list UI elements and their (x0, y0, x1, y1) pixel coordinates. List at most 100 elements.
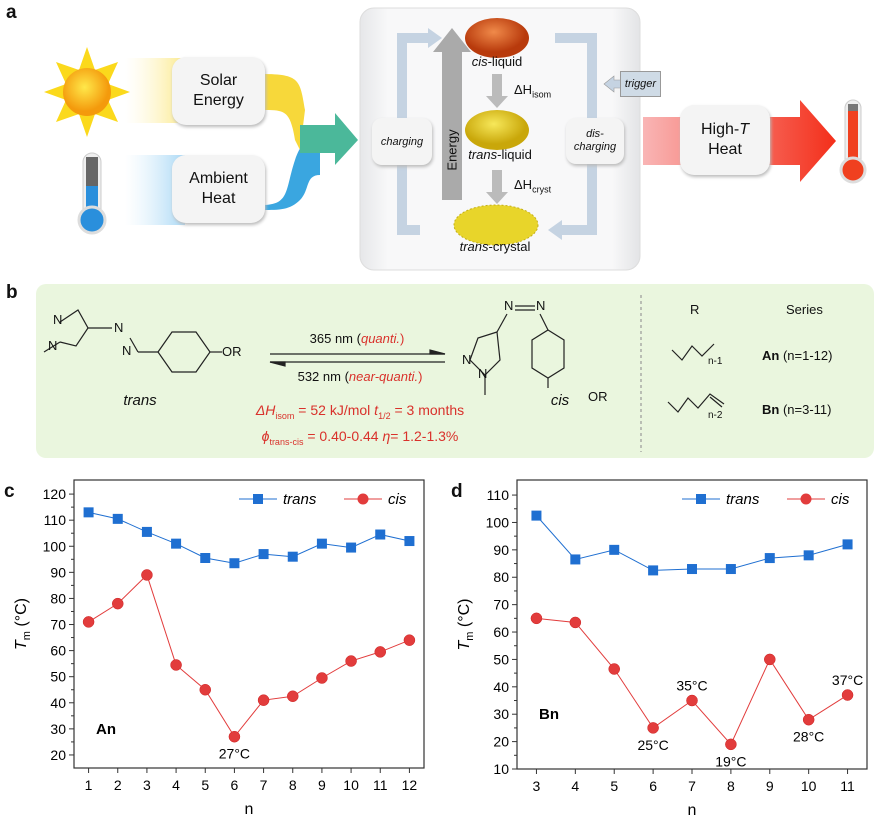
panel-label-a: a (6, 2, 17, 23)
data-point-cis (170, 659, 182, 671)
data-point-trans (229, 558, 240, 569)
discharging-label-2: charging (573, 141, 617, 153)
charging-box: charging (372, 118, 432, 165)
data-point-trans (687, 564, 697, 575)
data-point-trans (141, 526, 152, 537)
atom-n: N (114, 320, 124, 335)
atom-n: N (122, 343, 132, 358)
high-t-heat-box: High-T Heat (680, 105, 770, 175)
data-point-cis (345, 655, 357, 667)
dh-isom-label: ΔHisom (514, 82, 552, 100)
data-point-cis (686, 694, 698, 707)
atom-or: OR (222, 344, 242, 359)
legend-marker-trans (253, 494, 263, 504)
y-tick-label: 120 (43, 486, 67, 502)
panel-label-d: d (451, 481, 463, 502)
x-tick-label: 10 (801, 778, 817, 794)
molecule-drawings (43, 295, 725, 452)
atom-or: OR (588, 389, 608, 404)
y-tick-label: 30 (50, 721, 66, 737)
data-point-trans (83, 507, 94, 518)
atom-n: N (478, 366, 488, 381)
y-tick-label: 80 (50, 590, 66, 606)
y-axis-label: Tm (°C) (456, 598, 476, 650)
data-point-trans (764, 553, 775, 564)
atom-n: N (504, 298, 514, 313)
x-tick-label: 11 (840, 778, 855, 794)
data-point-trans (725, 564, 736, 575)
y-tick-label: 70 (493, 597, 509, 613)
data-point-trans (648, 565, 659, 576)
x-tick-label: 6 (231, 777, 239, 793)
backward-condition: 532 nm (near-quanti.) (297, 369, 423, 384)
legend-marker-cis (800, 493, 812, 505)
plot-frame (73, 479, 425, 769)
atom-n: N (462, 352, 472, 367)
data-point-trans (803, 550, 814, 561)
data-point-cis (82, 616, 95, 628)
series-line-cis (88, 574, 410, 738)
cis-liquid-drop (465, 18, 529, 58)
dh-cryst-label: ΔHcryst (514, 177, 552, 195)
x-tick-label: 3 (143, 777, 151, 793)
cis-pyrazole-ring (469, 331, 501, 376)
solar-energy-box: Solar Energy (172, 57, 265, 125)
chain-a-icon (671, 343, 715, 361)
energy-arrow (433, 28, 471, 200)
data-point-cis (403, 634, 416, 646)
y-tick-label: 30 (493, 706, 509, 722)
trans-crystal-label: trans-crystal (459, 239, 531, 254)
forward-condition: 365 nm (quanti.) (309, 331, 405, 346)
data-point-cis (199, 683, 211, 696)
x-tick-label: 7 (688, 778, 696, 794)
annotation-label: 19°C (715, 753, 746, 769)
atom-n: N (48, 338, 58, 353)
trans-crystal-drop (453, 204, 539, 246)
x-tick-label: 4 (172, 777, 180, 793)
legend-marker-trans (696, 494, 706, 504)
data-point-cis (112, 597, 124, 610)
data-point-cis (228, 730, 241, 743)
atom-n: N (53, 312, 63, 327)
r-header: R (690, 302, 700, 317)
data-point-trans (316, 538, 327, 549)
y-tick-label: 40 (493, 679, 509, 695)
series-an: An (n=1-12) (762, 348, 833, 363)
sun-icon (44, 47, 130, 137)
y-tick-label: 100 (486, 514, 510, 530)
y-tick-label: 80 (493, 569, 509, 585)
data-point-trans (404, 536, 415, 547)
x-axis-label: n (245, 801, 254, 818)
data-point-cis (316, 672, 328, 684)
trans-isomer-label: trans (123, 392, 157, 409)
x-tick-label: 9 (318, 777, 326, 793)
series-line-trans (536, 515, 848, 571)
x-tick-label: 5 (201, 777, 209, 793)
y-tick-label: 70 (50, 617, 66, 633)
series-name-label: An (96, 721, 116, 738)
trans-liquid-drop (465, 110, 529, 150)
cis-liquid-label: cis-liquid (471, 54, 523, 69)
annotation-label: 28°C (793, 729, 824, 745)
series-header: Series (786, 302, 823, 317)
data-point-cis (530, 612, 543, 625)
annotation-label: 27°C (219, 746, 250, 762)
chain-a-subscript: n-1 (708, 356, 723, 367)
series-name-label: Bn (539, 706, 559, 723)
annotation-label: 25°C (637, 737, 668, 753)
annotation-label: 35°C (676, 678, 707, 694)
data-point-trans (171, 538, 182, 549)
thermometer-hot-icon (839, 99, 867, 184)
discharging-label-1: dis- (586, 128, 604, 140)
x-tick-label: 2 (114, 777, 122, 793)
data-point-cis (608, 663, 620, 675)
panel-label-c: c (4, 481, 15, 502)
y-tick-label: 50 (493, 651, 509, 667)
y-tick-label: 10 (493, 761, 509, 777)
legend-marker-cis (357, 493, 369, 505)
data-point-cis (141, 569, 153, 581)
plot-frame (516, 479, 868, 770)
data-point-cis (764, 653, 776, 666)
series-bn: Bn (n=3-11) (762, 402, 832, 417)
